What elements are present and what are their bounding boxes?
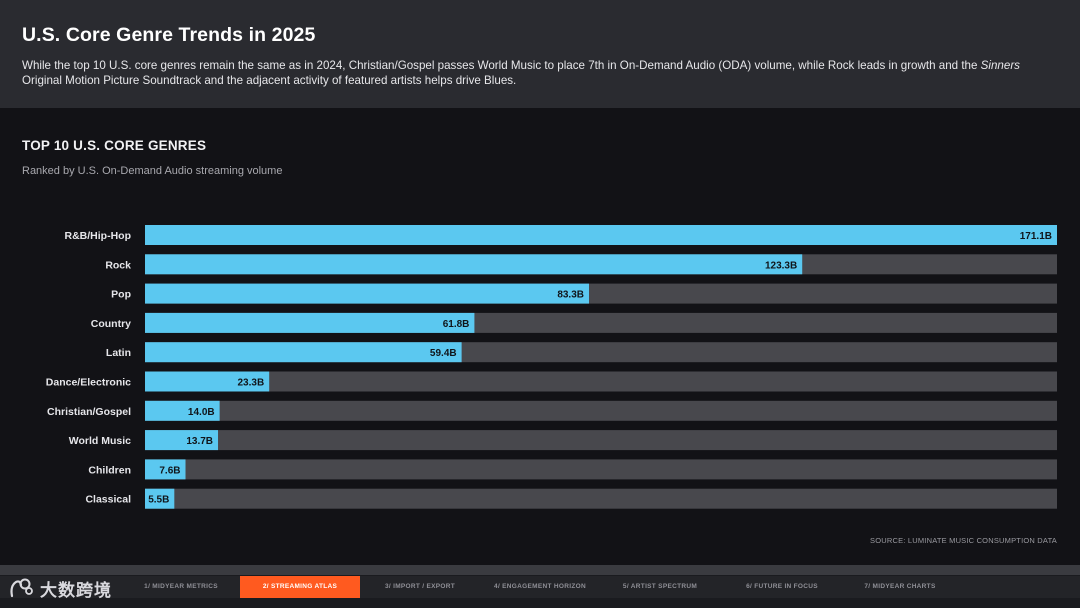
- value-label: 61.8B: [443, 319, 470, 330]
- bar-world-music: [145, 430, 219, 451]
- nav-tab-4[interactable]: 4/ ENGAGEMENT HORIZON: [494, 583, 586, 590]
- description-text-2: Original Motion Picture Soundtrack and t…: [22, 74, 517, 87]
- value-label: 59.4B: [430, 348, 457, 359]
- page-title: U.S. Core Genre Trends in 2025: [22, 24, 316, 46]
- watermark-logo-icon: [8, 576, 34, 600]
- footer-strip: [0, 565, 1080, 575]
- category-label: Children: [88, 464, 131, 476]
- category-label: R&B/Hip-Hop: [65, 230, 132, 242]
- source-note: SOURCE: LUMINATE MUSIC CONSUMPTION DATA: [870, 536, 1057, 545]
- nav-tab-2[interactable]: 2/ STREAMING ATLAS: [240, 576, 360, 598]
- chart-title: TOP 10 U.S. CORE GENRES: [22, 138, 207, 153]
- description-text-1: While the top 10 U.S. core genres remain…: [22, 59, 981, 72]
- bar-track: [145, 430, 1057, 451]
- value-label: 171.1B: [1020, 231, 1052, 242]
- bar-track: [145, 400, 1057, 421]
- page-description: While the top 10 U.S. core genres remain…: [22, 58, 1062, 88]
- bar-classical: [145, 488, 175, 509]
- bar-latin: [145, 342, 462, 363]
- value-label: 5.5B: [148, 495, 169, 506]
- page-header: U.S. Core Genre Trends in 2025 While the…: [0, 0, 1080, 108]
- bar-children: [145, 459, 186, 480]
- nav-tab-6[interactable]: 6/ FUTURE IN FOCUS: [746, 583, 818, 590]
- bar-track: [145, 459, 1057, 480]
- category-label: World Music: [69, 435, 131, 447]
- nav-tab-7[interactable]: 7/ MIDYEAR CHARTS: [864, 583, 936, 590]
- bar-pop: [145, 283, 590, 304]
- bar-country: [145, 312, 475, 333]
- bar-r-b-hip-hop: [145, 225, 1057, 245]
- nav-tab-5[interactable]: 5/ ARTIST SPECTRUM: [622, 583, 698, 590]
- bar-christian-gospel: [145, 400, 220, 421]
- category-label: Latin: [106, 347, 131, 359]
- nav-tab-1[interactable]: 1/ MIDYEAR METRICS: [144, 583, 218, 590]
- bar-track: [145, 371, 1057, 392]
- value-label: 83.3B: [557, 290, 584, 301]
- genre-bar-chart: R&B/Hip-Hop 171.1B Rock 123.3B Pop 83.3B Count…: [46, 225, 1057, 509]
- category-label: Classical: [85, 494, 131, 506]
- chart-subtitle: Ranked by U.S. On-Demand Audio streaming…: [22, 165, 283, 177]
- bar-dance-electronic: [145, 371, 270, 392]
- value-label: 13.7B: [186, 436, 213, 447]
- value-label: 23.3B: [238, 378, 265, 389]
- nav-tab-3[interactable]: 3/ IMPORT / EXPORT: [384, 583, 456, 590]
- category-label: Pop: [111, 289, 131, 301]
- bar-rock: [145, 254, 803, 275]
- value-label: 123.3B: [765, 260, 797, 271]
- category-label: Christian/Gospel: [47, 406, 131, 418]
- value-label: 14.0B: [188, 407, 215, 418]
- watermark: 大数跨境: [8, 574, 112, 602]
- category-label: Country: [91, 318, 131, 330]
- category-label: Rock: [105, 259, 131, 271]
- description-italic: Sinners: [980, 59, 1020, 72]
- category-label: Dance/Electronic: [46, 377, 131, 389]
- section-nav: 1/ MIDYEAR METRICS 2/ STREAMING ATLAS 3/ I…: [0, 576, 1080, 598]
- bar-track: [145, 488, 1057, 509]
- watermark-text: 大数跨境: [40, 580, 112, 601]
- value-label: 7.6B: [159, 465, 180, 476]
